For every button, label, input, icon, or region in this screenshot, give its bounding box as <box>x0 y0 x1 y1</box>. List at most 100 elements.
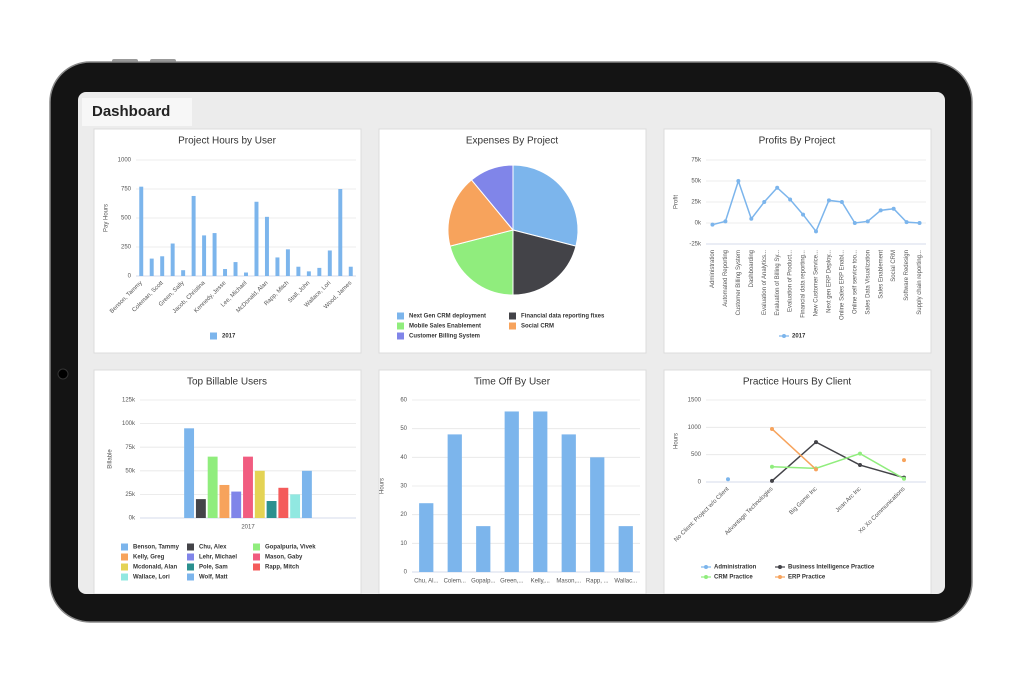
bar <box>561 434 576 572</box>
y-tick-label: 25k <box>125 492 136 498</box>
point <box>891 206 896 211</box>
point <box>902 476 906 481</box>
y-tick-label: -25k <box>689 242 702 248</box>
x-tick-label: Rapp, ... <box>586 579 609 585</box>
bar <box>301 470 312 518</box>
bar <box>202 235 207 276</box>
bar <box>476 526 491 572</box>
bar <box>195 499 206 518</box>
bar <box>149 258 154 276</box>
line <box>771 441 905 482</box>
point <box>749 216 754 221</box>
point <box>770 478 774 483</box>
point <box>902 458 906 463</box>
point <box>858 463 862 468</box>
chart-title: Time Off By User <box>474 377 551 388</box>
legend-label: ERP Practice <box>788 575 826 581</box>
x-tick-label: 2017 <box>241 525 255 531</box>
legend-label: Wolf, Matt <box>199 575 228 581</box>
point <box>788 197 793 202</box>
bar <box>317 267 322 276</box>
bar <box>306 271 311 276</box>
x-tick-label: Online Sales ERP Enabl... <box>839 250 845 320</box>
y-tick-label: 750 <box>121 187 132 193</box>
legend-label: CRM Practice <box>714 575 753 581</box>
point <box>726 477 730 482</box>
point <box>814 229 818 234</box>
bar <box>181 270 186 276</box>
bar <box>243 456 253 518</box>
legend-swatch <box>397 332 404 340</box>
legend-swatch <box>187 563 194 571</box>
bar <box>348 266 353 276</box>
pie-slice <box>449 229 514 296</box>
point <box>723 219 728 224</box>
x-tick-label: Social CRM <box>891 250 897 282</box>
y-tick-label: 125k <box>122 398 136 404</box>
x-tick-label: Kelly,... <box>531 579 551 585</box>
line <box>771 452 905 480</box>
point <box>904 220 909 225</box>
y-axis-label: Profit <box>674 195 680 209</box>
x-tick-label: Mason,... <box>556 579 581 585</box>
x-tick-label: Evaluation of Product... <box>788 250 794 312</box>
bar <box>618 526 633 572</box>
legend-marker <box>704 575 708 579</box>
y-tick-label: 75k <box>125 445 136 451</box>
y-tick-label: 0 <box>698 480 702 486</box>
y-tick-label: 0 <box>128 274 132 280</box>
y-tick-label: 10 <box>400 541 407 547</box>
y-tick-label: 1000 <box>688 425 702 431</box>
x-tick-label: Evaluation of Analytics... <box>762 250 768 315</box>
legend-swatch <box>187 543 194 551</box>
point <box>814 467 818 472</box>
legend-label: Wallace, Lori <box>133 575 170 581</box>
y-tick-label: 1500 <box>688 398 702 404</box>
legend-label: Customer Billing System <box>409 334 480 340</box>
x-tick-label: Next gen ERP Deploy... <box>827 250 833 313</box>
y-tick-label: 50k <box>691 179 702 185</box>
pie-slice <box>512 229 577 296</box>
legend-swatch <box>397 312 404 320</box>
point <box>852 221 857 225</box>
bar <box>338 189 343 276</box>
legend-marker <box>704 565 708 569</box>
point <box>710 222 715 227</box>
dashboard-title: Dashboard <box>92 103 170 120</box>
bar <box>170 243 175 276</box>
chart-title: Expenses By Project <box>466 136 558 147</box>
y-tick-label: 0k <box>695 221 702 227</box>
legend-label: Chu, Alex <box>199 545 227 551</box>
y-tick-label: 50 <box>400 426 407 432</box>
bar <box>278 487 289 518</box>
y-axis-label: Billable <box>108 449 114 469</box>
bar <box>296 266 301 276</box>
pie-slice <box>447 179 514 247</box>
bar <box>191 195 196 276</box>
x-tick-label: Green,... <box>500 579 524 585</box>
x-tick-label: Supply chain reporting... <box>917 250 923 315</box>
legend-label: Kelly, Greg <box>133 555 165 561</box>
legend-label: Business Intelligence Practice <box>788 565 875 571</box>
legend-label: 2017 <box>222 334 236 340</box>
y-tick-label: 100k <box>122 421 136 427</box>
bar <box>275 257 280 276</box>
legend-swatch <box>253 543 260 551</box>
y-tick-label: 0 <box>404 570 408 576</box>
y-axis-label: Pay Hours <box>104 204 110 232</box>
legend-label: Benson, Tammy <box>133 545 180 551</box>
y-tick-label: 20 <box>400 512 407 518</box>
panel <box>93 369 362 594</box>
legend-label: Next Gen CRM deployment <box>409 314 486 320</box>
bar <box>223 269 228 276</box>
y-tick-label: 50k <box>125 468 136 474</box>
legend-swatch <box>121 553 128 561</box>
legend-swatch <box>187 573 194 581</box>
y-axis-label: Hours <box>674 433 680 449</box>
bar <box>160 256 165 276</box>
bar <box>219 484 230 518</box>
x-tick-label: Colem... <box>444 579 467 585</box>
point <box>839 200 844 204</box>
pie-slice <box>470 164 514 232</box>
legend-marker <box>778 565 782 569</box>
